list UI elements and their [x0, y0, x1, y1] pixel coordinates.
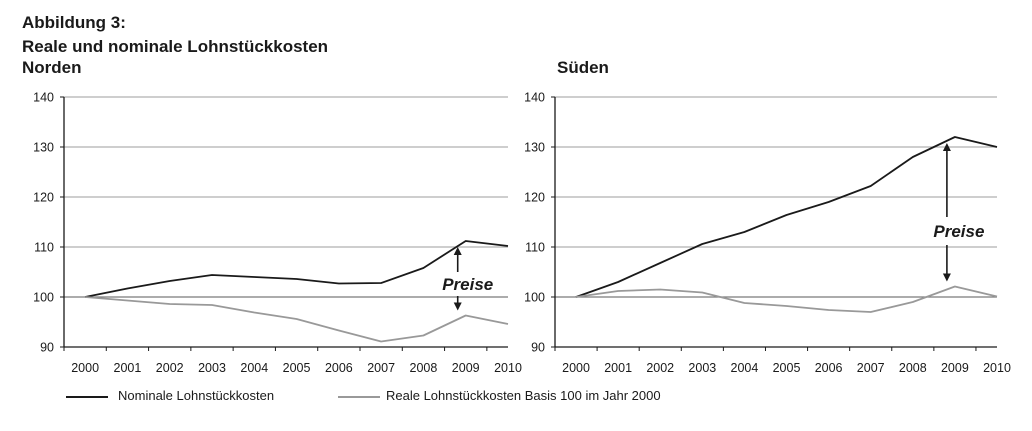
xtick-label-sueden-2007: 2007 [857, 361, 885, 375]
ytick-label-sueden-90: 90 [531, 341, 545, 355]
ytick-label-sueden-100: 100 [524, 291, 545, 305]
xtick-label-norden-2000: 2000 [71, 361, 99, 375]
xtick-label-sueden-2004: 2004 [731, 361, 759, 375]
xtick-label-sueden-2008: 2008 [899, 361, 927, 375]
xtick-label-sueden-2000: 2000 [562, 361, 590, 375]
xtick-label-sueden-2003: 2003 [688, 361, 716, 375]
xtick-label-sueden-2010: 2010 [983, 361, 1011, 375]
annotation-preise-norden: Preise [442, 275, 493, 294]
ytick-label-norden-140: 140 [33, 91, 54, 105]
series-line-norden-real [85, 296, 509, 343]
chart-title-sueden: Süden [557, 58, 609, 77]
xtick-label-sueden-2001: 2001 [604, 361, 632, 375]
chart-title-norden: Norden [22, 58, 82, 77]
ytick-label-norden-110: 110 [34, 241, 54, 255]
xtick-label-sueden-2005: 2005 [773, 361, 801, 375]
xtick-label-sueden-2002: 2002 [646, 361, 674, 375]
ytick-label-norden-100: 100 [33, 291, 54, 305]
ytick-label-norden-90: 90 [40, 341, 54, 355]
xtick-label-norden-2007: 2007 [367, 361, 395, 375]
xtick-label-norden-2008: 2008 [410, 361, 438, 375]
ytick-label-sueden-110: 110 [525, 241, 545, 255]
legend-label-nominal: Nominale Lohnstückkosten [118, 388, 275, 403]
xtick-label-norden-2004: 2004 [240, 361, 268, 375]
xtick-label-sueden-2009: 2009 [941, 361, 969, 375]
series-line-norden-nominal [84, 240, 509, 298]
ytick-label-sueden-130: 130 [524, 141, 545, 155]
xtick-label-norden-2006: 2006 [325, 361, 353, 375]
legend-swatch-real [338, 396, 380, 398]
legend-swatch-nominal [66, 396, 108, 398]
xtick-label-norden-2002: 2002 [156, 361, 184, 375]
ytick-label-norden-130: 130 [33, 141, 54, 155]
arrowhead-down-norden [453, 302, 462, 311]
figure-label: Abbildung 3: [22, 13, 126, 32]
xtick-label-norden-2001: 2001 [114, 361, 142, 375]
arrowhead-up-norden [453, 247, 462, 255]
xtick-label-norden-2009: 2009 [452, 361, 480, 375]
xtick-label-norden-2005: 2005 [283, 361, 311, 375]
ytick-label-sueden-120: 120 [524, 191, 545, 205]
annotation-preise-sueden: Preise [933, 222, 984, 241]
figure-title: Reale und nominale Lohnstückkosten [22, 37, 329, 56]
ytick-label-norden-120: 120 [33, 191, 54, 205]
xtick-label-sueden-2006: 2006 [815, 361, 843, 375]
arrowhead-down-sueden [942, 273, 951, 282]
series-line-sueden-nominal [575, 136, 998, 298]
series-line-sueden-real [575, 285, 998, 313]
legend-label-real: Reale Lohnstückkosten Basis 100 im Jahr … [386, 388, 661, 403]
xtick-label-norden-2010: 2010 [494, 361, 522, 375]
arrowhead-up-sueden [942, 143, 951, 151]
xtick-label-norden-2003: 2003 [198, 361, 226, 375]
ytick-label-sueden-140: 140 [524, 91, 545, 105]
